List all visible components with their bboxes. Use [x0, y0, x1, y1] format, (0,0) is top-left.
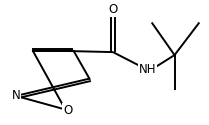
- Text: N: N: [12, 90, 20, 102]
- Text: NH: NH: [139, 63, 157, 76]
- Text: O: O: [108, 3, 118, 16]
- Text: O: O: [63, 104, 72, 117]
